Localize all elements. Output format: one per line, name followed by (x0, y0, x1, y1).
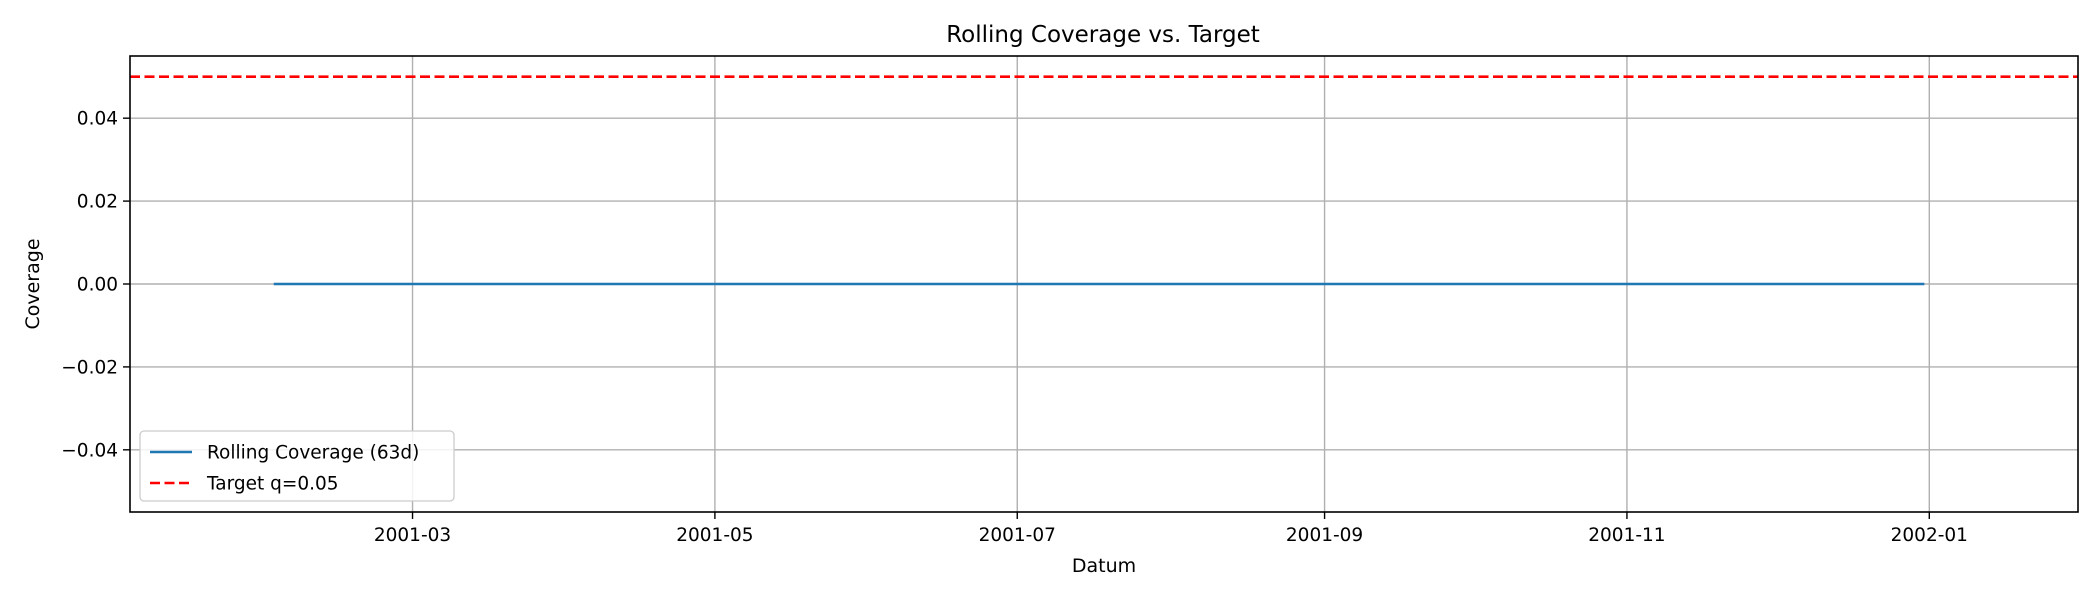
x-tick-label: 2002-01 (1891, 525, 1968, 546)
x-axis-ticks: 2001-03 2001-05 2001-07 2001-09 2001-11 2002-… (374, 512, 1968, 546)
legend: Rolling Coverage (63d) Target q=0.05 (139, 430, 455, 502)
chart-title: Rolling Coverage vs. Target (946, 22, 1260, 48)
x-tick-label: 2001-11 (1588, 525, 1665, 546)
x-tick-label: 2001-09 (1286, 525, 1363, 546)
x-tick-label: 2001-07 (979, 525, 1056, 546)
legend-label: Rolling Coverage (63d) (207, 443, 419, 464)
x-tick-label: 2001-05 (676, 525, 753, 546)
y-tick-label: −0.04 (61, 440, 118, 461)
y-axis-ticks: −0.04 −0.02 0.00 0.02 0.04 (61, 109, 130, 461)
y-tick-label: −0.02 (61, 357, 118, 378)
legend-box (139, 430, 455, 502)
x-axis-label: Datum (1072, 555, 1136, 577)
x-tick-label: 2001-03 (374, 525, 451, 546)
y-tick-label: 0.02 (77, 192, 118, 213)
legend-label: Target q=0.05 (206, 474, 339, 495)
y-axis-label: Coverage (22, 238, 44, 329)
y-tick-label: 0.00 (77, 275, 118, 296)
y-tick-label: 0.04 (77, 109, 118, 130)
